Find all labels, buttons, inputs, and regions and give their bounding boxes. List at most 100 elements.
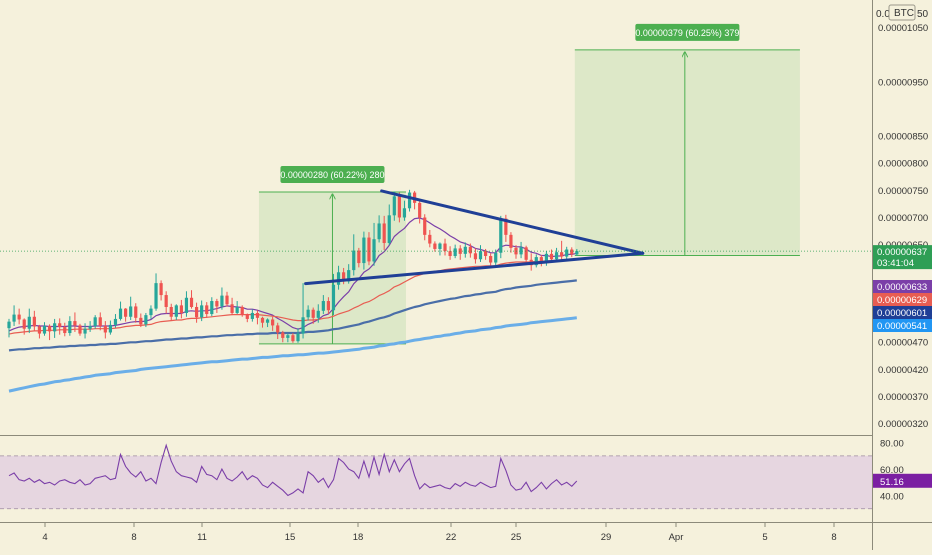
candle (565, 246, 569, 260)
candle (276, 322, 280, 339)
measure-2-label: 0.00000379 (60.25%) 379 (635, 28, 739, 38)
candle (372, 222, 376, 266)
candle (402, 200, 407, 221)
rsi-tick-labels: 80.00 60.00 40.00 (880, 439, 904, 503)
candle (129, 296, 133, 321)
candle-body (113, 318, 118, 325)
candle-body (519, 247, 523, 255)
candle-body (473, 253, 478, 260)
candle (382, 215, 386, 251)
candle (42, 322, 47, 336)
candle (205, 302, 209, 318)
candle-body (144, 315, 148, 325)
candle-body (296, 333, 300, 342)
candle-body (169, 306, 173, 317)
candle-body (423, 217, 427, 235)
triangle-upper-line (380, 189, 645, 255)
rsi-band (0, 455, 872, 509)
candle (174, 304, 178, 321)
ma-line-4 (8, 316, 577, 393)
time-tick-label: 25 (511, 532, 522, 543)
candle (560, 240, 564, 260)
candle (235, 301, 239, 315)
time-tick-label: 11 (197, 532, 207, 543)
candle-body (544, 253, 549, 264)
triangle-pattern[interactable] (304, 189, 645, 286)
candle-body (377, 223, 381, 240)
candle-body (260, 317, 265, 323)
candle-body (575, 251, 579, 255)
candle-body (7, 321, 11, 329)
candle (37, 324, 42, 339)
time-tick-label: Apr (669, 532, 684, 543)
rsi-badge-value: 51.16 (880, 477, 904, 488)
currency-badge-label: BTC (894, 8, 914, 19)
rsi-panel: 80.00 60.00 40.00 51.16 (0, 439, 932, 510)
price-tick-label: 0.00000320 (878, 419, 928, 430)
rsi-tick-label: 80.00 (880, 439, 904, 450)
candle (215, 298, 219, 313)
time-axis[interactable]: 4 8 11 15 18 22 25 29 Apr 5 8 (42, 523, 837, 543)
candle (428, 229, 432, 248)
price-badge-countdown: 03:41:04 (877, 258, 914, 269)
rsi-tick-label: 40.00 (880, 492, 904, 503)
candle-body (83, 328, 87, 334)
candle (407, 189, 412, 212)
price-tick-label: 0.00000420 (878, 365, 928, 376)
ma-badge-bg-4 (873, 319, 932, 332)
candle (539, 254, 543, 267)
candle-body (367, 237, 371, 262)
candle-body (194, 306, 199, 318)
candle (32, 310, 36, 332)
price-tick-label: 0.00000800 (878, 159, 928, 170)
candle-body (534, 257, 538, 266)
candle-body (524, 247, 528, 260)
candle (392, 191, 396, 221)
price-tick-label: 0.00000950 (878, 77, 928, 88)
candle-body (73, 321, 77, 326)
candle (311, 307, 315, 324)
candle-body (357, 250, 361, 264)
candle (387, 204, 391, 246)
candle-body (149, 308, 153, 316)
price-badge-value: 0.00000637 (877, 247, 927, 258)
candle (509, 232, 513, 253)
candle-body (124, 308, 128, 317)
candle (245, 313, 249, 323)
candle (260, 316, 265, 328)
candle (159, 280, 163, 301)
candle (139, 313, 143, 328)
time-tick-label: 22 (446, 532, 457, 543)
price-tick-label: 0.00000470 (878, 338, 928, 349)
price-tick-label: 0.00000700 (878, 213, 928, 224)
candle-body (311, 309, 315, 318)
candle (240, 305, 244, 317)
candle (296, 328, 300, 343)
candle-body (189, 297, 194, 307)
candle (58, 318, 62, 335)
candle-body (240, 306, 244, 315)
candle (154, 273, 158, 311)
candle-body (554, 252, 559, 260)
candle-body (164, 295, 168, 307)
candle-body (443, 243, 447, 252)
price-axis[interactable]: 0.0 BTC 50 0.00001050 0.00000950 0.0000085… (873, 4, 932, 430)
candle-body (306, 309, 310, 318)
candle (12, 305, 16, 326)
currency-badge[interactable] (888, 4, 916, 21)
candle (78, 323, 82, 336)
candle (443, 238, 447, 256)
candle-body (210, 301, 214, 315)
candlestick-series (7, 189, 579, 343)
candle (17, 308, 21, 325)
price-tick-labels: 0.00001050 0.00000950 0.00000850 0.00000800… (878, 23, 928, 430)
candle (250, 309, 254, 322)
candle (27, 308, 31, 334)
candle (286, 333, 290, 343)
candle (83, 323, 87, 339)
ma-badge-bg-2 (873, 293, 932, 306)
candle (478, 245, 483, 262)
